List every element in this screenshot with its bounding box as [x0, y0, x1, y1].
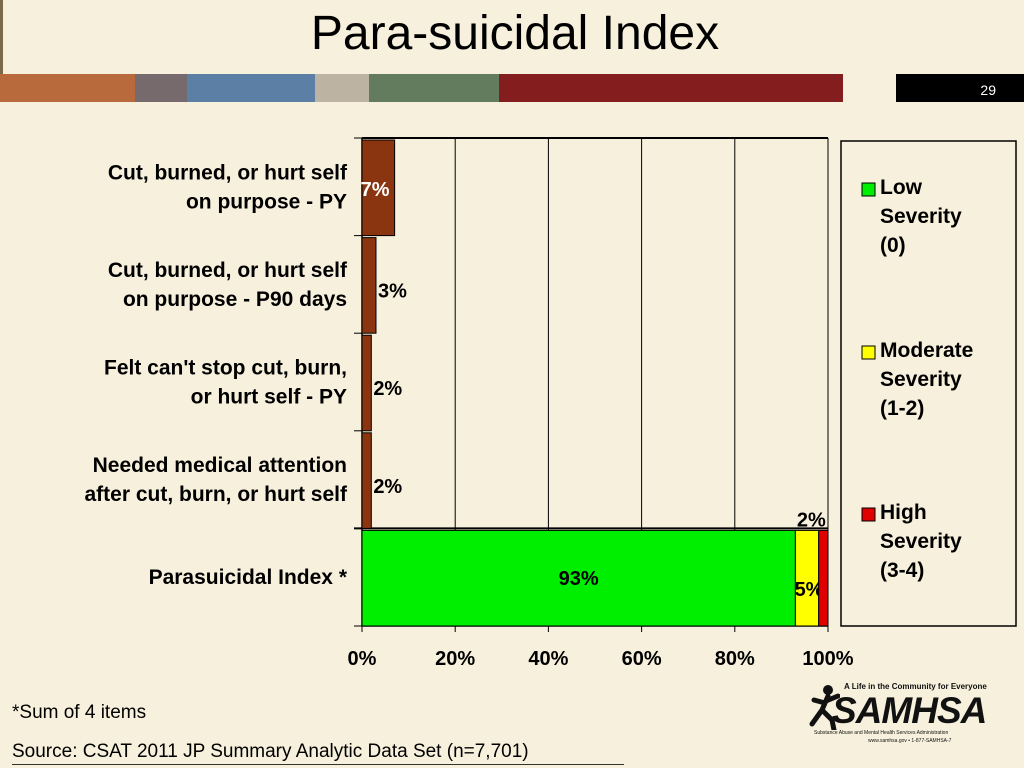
x-tick-label: 0%: [348, 648, 377, 670]
item-bar-label: 2%: [373, 378, 402, 400]
band-segment: [499, 74, 843, 102]
source-note: Source: CSAT 2011 JP Summary Analytic Da…: [12, 741, 529, 762]
page-number: 29: [980, 82, 996, 98]
legend-label: Moderate Severity (1-2): [880, 339, 973, 420]
item-bar: [361, 237, 377, 334]
band-segment: [135, 74, 187, 102]
legend-label: Low Severity (0): [880, 176, 962, 257]
band-segment: [315, 74, 369, 102]
logo-tagline: A Life in the Community for Everyone: [844, 682, 987, 691]
legend-label: High Severity (3-4): [880, 501, 962, 582]
item-bar: [361, 334, 372, 432]
category-label: Cut, burned, or hurt self on purpose - P9…: [108, 259, 348, 311]
x-tick-label: 100%: [802, 648, 853, 670]
logo-url: www.samhsa.gov • 1-877-SAMHSA-7: [868, 738, 952, 744]
band-segment: [896, 74, 1024, 102]
item-bar: [361, 139, 396, 237]
chart: Cut, burned, or hurt self on purpose - PY…: [84, 137, 1017, 670]
item-bar-label: 2%: [373, 476, 402, 498]
category-label: Cut, burned, or hurt self on purpose - PY: [108, 161, 348, 213]
legend-box: [840, 140, 1017, 627]
index-bar-label: 93%: [559, 568, 599, 590]
category-label: Parasuicidal Index *: [149, 566, 348, 589]
index-bar-label: 2%: [797, 509, 826, 531]
figure-logo-icon: [809, 685, 840, 730]
legend-swatch: [861, 182, 876, 197]
legend-swatch: [861, 507, 876, 522]
logo-subtitle: Substance Abuse and Mental Health Servic…: [814, 730, 949, 736]
x-tick-label: 20%: [435, 648, 475, 670]
index-bar-segment: [818, 529, 829, 627]
title-area: Para-suicidal Index: [0, 0, 1024, 74]
item-bar-label: 7%: [361, 179, 390, 201]
index-bar-segment: [794, 529, 820, 627]
logo-wordmark: SAMHSA: [832, 690, 987, 731]
band-segment: [843, 74, 896, 102]
samhsa-logo: A Life in the Community for Everyone SAM…: [806, 680, 987, 746]
category-label: Felt can't stop cut, burn, or hurt self -…: [104, 357, 347, 409]
slide-title: Para-suicidal Index: [310, 7, 720, 60]
band-segment: [187, 74, 315, 102]
item-bar: [361, 432, 372, 529]
band-segment: [0, 74, 135, 102]
color-band: [0, 74, 1024, 102]
item-bar-label: 3%: [378, 281, 407, 303]
legend-swatch: [861, 345, 876, 360]
index-bar-label: 5%: [795, 579, 824, 601]
category-label: Needed medical attention after cut, burn,…: [84, 454, 348, 506]
footnote: *Sum of 4 items: [12, 702, 147, 723]
band-segment: [369, 74, 499, 102]
source-divider: [12, 764, 624, 765]
x-tick-label: 60%: [622, 648, 662, 670]
x-tick-label: 80%: [715, 648, 755, 670]
x-tick-label: 40%: [528, 648, 568, 670]
